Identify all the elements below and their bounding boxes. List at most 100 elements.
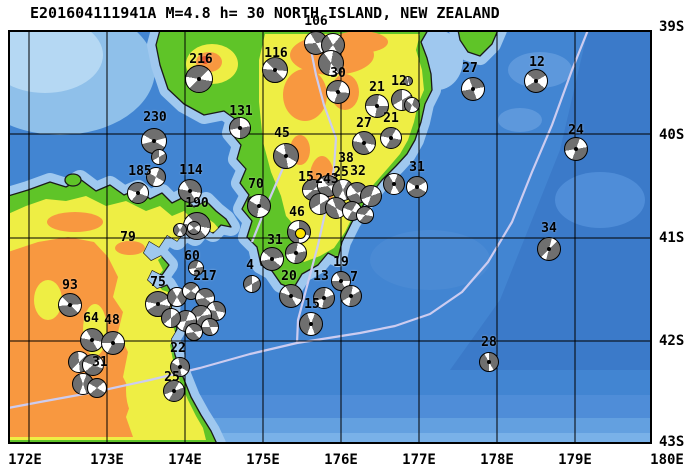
depth-label: 38 <box>338 150 354 166</box>
beachball-axis-dot <box>294 251 298 255</box>
lon-tick-label: 173E <box>90 452 124 468</box>
lon-tick-label: 177E <box>402 452 436 468</box>
east-cape <box>457 30 499 57</box>
lon-tick-label: 174E <box>168 452 202 468</box>
focal-mechanism-beachball <box>229 117 251 139</box>
depth-label: 46 <box>289 204 305 220</box>
beachball-axis-dot <box>362 141 366 145</box>
hikurangi-trench-line <box>8 30 590 410</box>
beachball-axis-dot <box>389 136 393 140</box>
focal-mechanism-beachball <box>127 182 149 204</box>
focal-mechanism-beachball <box>178 179 202 203</box>
depth-label: 106 <box>304 13 328 29</box>
beachball-axis-dot <box>375 104 379 108</box>
beachball-axis-dot <box>238 126 242 130</box>
focal-mechanism-beachball <box>365 94 389 118</box>
ocean-deep-east <box>450 30 652 370</box>
focal-mechanism-beachball <box>380 127 402 149</box>
depth-label: 185 <box>128 163 152 179</box>
depth-label: 217 <box>193 268 217 284</box>
focal-mechanism-beachball <box>87 378 107 398</box>
beachball-axis-dot <box>471 87 475 91</box>
depth-label: 12 <box>391 73 407 89</box>
beachball-axis-dot <box>289 294 293 298</box>
focal-mechanism-beachball <box>101 331 125 355</box>
focal-mechanism-beachball <box>461 77 485 101</box>
lon-tick-label: 179E <box>558 452 592 468</box>
focal-mechanism-beachball <box>326 80 350 104</box>
beachball-axis-dot <box>197 77 201 81</box>
ocean-shade <box>498 108 542 132</box>
beachball-axis-dot <box>574 147 578 151</box>
focal-mechanism-beachball <box>173 223 187 237</box>
depth-label: 21 <box>369 79 385 95</box>
beachball-axis-dot <box>90 338 94 342</box>
focal-mechanism-beachball <box>185 65 213 93</box>
focal-mechanism-beachball <box>146 167 166 187</box>
focal-mechanism-beachball <box>260 247 284 271</box>
beachball-axis-dot <box>270 257 274 261</box>
focal-mechanism-beachball <box>262 57 288 83</box>
focal-mechanism-beachball <box>82 354 104 376</box>
depth-label: 216 <box>189 51 213 67</box>
depth-label: 22 <box>170 340 186 356</box>
beachball-axis-dot <box>178 365 182 369</box>
beachball-axis-dot <box>284 154 288 158</box>
depth-label: 7 <box>350 269 358 285</box>
ocean-band <box>8 433 652 444</box>
lon-tick-label: 180E <box>650 452 684 468</box>
beachball-axis-dot <box>152 139 156 143</box>
map-layers <box>8 30 652 444</box>
beachball-axis-dot <box>487 360 491 364</box>
focal-mechanism-beachball <box>299 312 323 336</box>
depth-label: 70 <box>248 176 264 192</box>
lat-tick-label: 43S <box>659 434 685 450</box>
depth-label: 114 <box>179 162 203 178</box>
depth-label: 28 <box>481 334 497 350</box>
focal-mechanism-beachball <box>80 328 104 352</box>
depth-label: 34 <box>541 220 557 236</box>
depth-label: 25 <box>333 164 349 180</box>
focal-mechanism-beachball <box>403 76 413 86</box>
focal-mechanism-beachball <box>285 242 307 264</box>
depth-label: 32 <box>350 163 366 179</box>
depth-label: 45 <box>274 125 290 141</box>
depth-label: 15 <box>298 169 314 185</box>
focal-mechanism-beachball <box>187 221 201 235</box>
depth-label: 20 <box>281 268 297 284</box>
focal-mechanism-beachball <box>524 69 548 93</box>
depth-label: 190 <box>185 195 209 211</box>
beachball-axis-dot <box>415 185 419 189</box>
focal-mechanism-beachball <box>479 352 499 372</box>
epicenter-highlight <box>294 227 306 239</box>
focal-mechanism-beachball <box>360 185 382 207</box>
focal-mechanism-beachball <box>279 284 303 308</box>
focal-mechanism-beachball <box>58 293 82 317</box>
depth-label: 131 <box>229 103 253 119</box>
focal-mechanism-beachball <box>185 323 203 341</box>
lon-tick-label: 176E <box>324 452 358 468</box>
beachball-axis-dot <box>392 182 396 186</box>
lat-tick-label: 40S <box>659 127 685 143</box>
map-frame <box>8 30 652 444</box>
focal-mechanism-beachball <box>313 287 335 309</box>
depth-label: 243 <box>315 171 339 187</box>
beachball-axis-dot <box>111 341 115 345</box>
focal-mechanism-beachball <box>404 97 420 113</box>
focal-mechanism-beachball <box>383 173 405 195</box>
depth-label: 30 <box>330 65 346 81</box>
depth-label: 230 <box>143 109 167 125</box>
ocean-shade <box>370 230 490 290</box>
lon-tick-label: 178E <box>480 452 514 468</box>
focal-mechanism-beachball <box>318 50 344 76</box>
depth-label: 19 <box>333 254 349 270</box>
depth-label: 60 <box>184 248 200 264</box>
beachball-axis-dot <box>188 189 192 193</box>
ocean-shallow-nw <box>8 30 103 93</box>
lat-tick-label: 39S <box>659 19 685 35</box>
lon-tick-label: 175E <box>246 452 280 468</box>
depth-label: 48 <box>104 312 120 328</box>
beachball-axis-dot <box>322 296 326 300</box>
focal-mechanism-beachball <box>406 176 428 198</box>
